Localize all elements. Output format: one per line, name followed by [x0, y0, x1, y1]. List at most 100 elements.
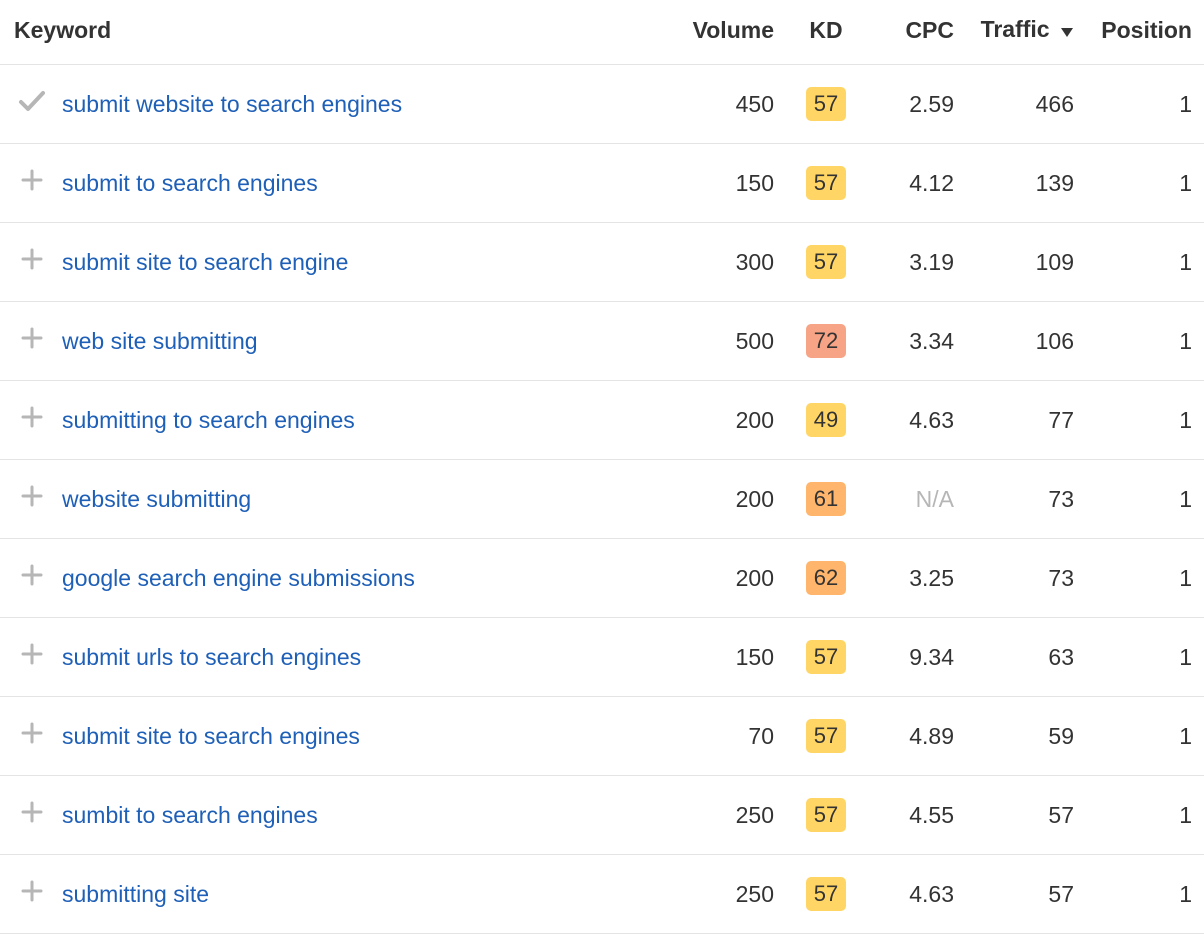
kd-badge: 62	[806, 561, 846, 595]
kd-badge: 57	[806, 245, 846, 279]
keyword-link[interactable]: submit urls to search engines	[62, 644, 361, 670]
kd-cell: 49	[786, 381, 866, 460]
keyword-link[interactable]: web site submitting	[62, 328, 258, 354]
position-cell: 1	[1086, 381, 1204, 460]
check-icon	[18, 92, 46, 118]
column-header-label: Volume	[693, 17, 774, 43]
column-header-label: CPC	[905, 17, 954, 43]
cpc-cell: 3.19	[866, 223, 966, 302]
column-header-cpc[interactable]: CPC	[866, 0, 966, 65]
cpc-cell: 9.34	[866, 618, 966, 697]
cpc-cell: 2.59	[866, 65, 966, 144]
row-add-button[interactable]	[0, 697, 56, 776]
sort-desc-icon	[1060, 17, 1074, 44]
table-row: submitting site250574.63571	[0, 855, 1204, 934]
volume-cell: 250	[666, 855, 786, 934]
table-row: web site submitting500723.341061	[0, 302, 1204, 381]
column-header-traffic[interactable]: Traffic	[966, 0, 1086, 65]
plus-icon	[20, 487, 44, 513]
position-cell: 1	[1086, 539, 1204, 618]
keyword-link[interactable]: website submitting	[62, 486, 251, 512]
position-cell: 1	[1086, 144, 1204, 223]
keyword-cell: website submitting	[56, 460, 666, 539]
traffic-cell: 139	[966, 144, 1086, 223]
table-row: website submitting20061N/A731	[0, 460, 1204, 539]
table-row: submit site to search engine300573.19109…	[0, 223, 1204, 302]
traffic-cell: 73	[966, 460, 1086, 539]
keyword-link[interactable]: submit to search engines	[62, 170, 318, 196]
cpc-cell: 3.34	[866, 302, 966, 381]
table-row: google search engine submissions 200 62 3.2…	[0, 539, 1204, 618]
plus-icon	[20, 882, 44, 908]
column-header-position[interactable]: Position	[1086, 0, 1204, 65]
plus-icon	[20, 171, 44, 197]
keyword-cell: submitting site	[56, 855, 666, 934]
table-row: sumbit to search engines250574.55571	[0, 776, 1204, 855]
kd-cell: 57	[786, 65, 866, 144]
table-row: submit urls to search engines150579.3463…	[0, 618, 1204, 697]
volume-cell: 200	[666, 381, 786, 460]
table-row: submitting to search engines200494.63771	[0, 381, 1204, 460]
keyword-link[interactable]: submit site to search engine	[62, 249, 348, 275]
row-add-button[interactable]	[0, 618, 56, 697]
volume-cell: 200	[666, 539, 786, 618]
traffic-cell: 57	[966, 776, 1086, 855]
kd-cell: 61	[786, 460, 866, 539]
column-header-keyword[interactable]: Keyword	[0, 0, 666, 65]
row-add-button[interactable]	[0, 460, 56, 539]
plus-icon	[20, 408, 44, 434]
kd-cell: 57	[786, 618, 866, 697]
plus-icon	[20, 645, 44, 671]
volume-cell: 450	[666, 65, 786, 144]
keyword-link[interactable]: submit site to search engines	[62, 723, 360, 749]
traffic-cell: 59	[966, 697, 1086, 776]
kd-cell: 57	[786, 223, 866, 302]
plus-icon	[20, 329, 44, 355]
plus-icon	[20, 566, 44, 592]
column-header-kd[interactable]: KD	[786, 0, 866, 65]
keyword-link[interactable]: submitting site	[62, 881, 209, 907]
cpc-cell: 4.63	[866, 855, 966, 934]
keyword-link[interactable]: submit website to search engines	[62, 91, 402, 117]
kd-cell: 62	[786, 539, 866, 618]
keyword-cell: submit website to search engines	[56, 65, 666, 144]
keyword-cell: submit site to search engine	[56, 223, 666, 302]
kd-badge: 72	[806, 324, 846, 358]
traffic-cell: 466	[966, 65, 1086, 144]
kd-cell: 57	[786, 144, 866, 223]
column-header-volume[interactable]: Volume	[666, 0, 786, 65]
row-add-button[interactable]	[0, 855, 56, 934]
kd-badge: 57	[806, 166, 846, 200]
keyword-link[interactable]: sumbit to search engines	[62, 802, 318, 828]
volume-cell: 200	[666, 460, 786, 539]
position-cell: 1	[1086, 697, 1204, 776]
column-header-label: Traffic	[981, 16, 1050, 42]
keyword-cell: web site submitting	[56, 302, 666, 381]
kd-cell: 57	[786, 697, 866, 776]
row-add-button[interactable]	[0, 776, 56, 855]
position-cell: 1	[1086, 223, 1204, 302]
volume-cell: 250	[666, 776, 786, 855]
keyword-link[interactable]: submitting to search engines	[62, 407, 355, 433]
cpc-cell: 4.12	[866, 144, 966, 223]
row-add-button[interactable]	[0, 539, 56, 618]
keyword-cell: submit urls to search engines	[56, 618, 666, 697]
position-cell: 1	[1086, 65, 1204, 144]
position-cell: 1	[1086, 776, 1204, 855]
position-cell: 1	[1086, 618, 1204, 697]
position-cell: 1	[1086, 460, 1204, 539]
row-add-button[interactable]	[0, 223, 56, 302]
row-add-button[interactable]	[0, 144, 56, 223]
keyword-link[interactable]: google search engine submissions	[62, 565, 415, 591]
keyword-cell: submitting to search engines	[56, 381, 666, 460]
volume-cell: 500	[666, 302, 786, 381]
row-selected-button[interactable]	[0, 65, 56, 144]
cpc-cell: 3.25	[866, 539, 966, 618]
row-add-button[interactable]	[0, 302, 56, 381]
row-add-button[interactable]	[0, 381, 56, 460]
kd-cell: 57	[786, 855, 866, 934]
traffic-cell: 57	[966, 855, 1086, 934]
kd-badge: 57	[806, 640, 846, 674]
plus-icon	[20, 724, 44, 750]
column-header-label: Keyword	[14, 17, 111, 43]
